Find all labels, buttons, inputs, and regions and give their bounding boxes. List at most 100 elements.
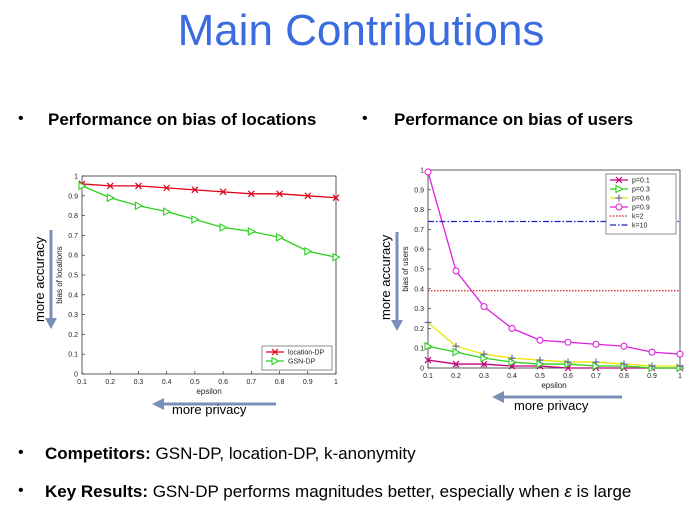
more-privacy-label-right: more privacy bbox=[514, 398, 589, 413]
x-tick-label: 0.1 bbox=[77, 379, 87, 386]
triangle-marker bbox=[163, 207, 172, 217]
x-marker bbox=[247, 190, 255, 198]
more-privacy-label-left: more privacy bbox=[172, 402, 247, 417]
x-marker bbox=[480, 360, 488, 368]
x-tick-label: 0.8 bbox=[619, 373, 629, 380]
plus-marker bbox=[615, 194, 623, 202]
epsilon-symbol: ε bbox=[564, 482, 572, 501]
triangle-marker bbox=[78, 181, 87, 191]
y-tick-label: 0.6 bbox=[414, 247, 424, 254]
slide-title: Main Contributions bbox=[177, 6, 545, 55]
competitors-text: GSN-DP, location-DP, k-anonymity bbox=[150, 444, 416, 463]
legend: p=0.1 p=0.3 p=0.6 p=0.9 k=2 k=10 bbox=[605, 173, 677, 235]
y-tick-label: 0.9 bbox=[414, 187, 424, 194]
key-results-text: GSN-DP performs magnitudes better, espec… bbox=[147, 482, 565, 501]
series-line bbox=[427, 321, 680, 367]
x-marker bbox=[276, 190, 283, 198]
x-marker bbox=[332, 194, 340, 202]
series-line bbox=[81, 183, 337, 199]
plus-marker bbox=[452, 342, 460, 350]
y-tick-label: 0.7 bbox=[68, 233, 78, 240]
x-tick-label: 0.7 bbox=[246, 379, 256, 386]
x-tick-label: 0.5 bbox=[535, 373, 545, 380]
x-marker bbox=[219, 188, 227, 196]
key-results-line: Key Results: GSN-DP performs magnitudes … bbox=[45, 482, 631, 502]
y-tick-label: 0.3 bbox=[414, 306, 424, 313]
x-marker bbox=[271, 348, 279, 356]
legend-label: location-DP bbox=[288, 350, 325, 357]
triangle-marker bbox=[106, 193, 115, 203]
plus-marker bbox=[536, 356, 544, 364]
plus-marker bbox=[564, 358, 572, 366]
series-p=0.9 bbox=[424, 168, 684, 358]
legend-label: GSN-DP bbox=[288, 359, 316, 366]
x-marker bbox=[191, 186, 199, 194]
triangle-marker bbox=[304, 246, 313, 256]
plot-area bbox=[81, 175, 337, 375]
x-tick-label: 0.6 bbox=[218, 379, 228, 386]
x-tick-label: 0.5 bbox=[190, 379, 200, 386]
triangle-marker bbox=[452, 347, 461, 357]
triangle-marker bbox=[219, 223, 228, 232]
y-tick-label: 1 bbox=[420, 168, 424, 175]
x-marker bbox=[615, 176, 623, 184]
x-tick-label: 0.9 bbox=[647, 373, 657, 380]
y-axis-label: bias of users bbox=[401, 246, 410, 291]
y-tick-label: 0.4 bbox=[68, 292, 78, 299]
circle-marker bbox=[615, 203, 623, 211]
legend: location-DP GSN-DP bbox=[261, 345, 333, 371]
circle-marker bbox=[648, 348, 656, 356]
x-marker bbox=[106, 182, 114, 190]
triangle-marker bbox=[271, 356, 280, 366]
accuracy-arrow-left bbox=[45, 230, 57, 329]
x-tick-label: 0.4 bbox=[507, 373, 517, 380]
y-tick-label: 0.8 bbox=[414, 207, 424, 214]
x-tick-label: 0.7 bbox=[591, 373, 601, 380]
circle-marker bbox=[424, 168, 432, 176]
series-line bbox=[427, 171, 681, 355]
legend-label: k=2 bbox=[632, 214, 644, 221]
accuracy-arrow-right bbox=[391, 232, 403, 331]
plus-marker bbox=[676, 362, 684, 370]
x-tick-label: 0.2 bbox=[105, 379, 115, 386]
circle-marker bbox=[536, 336, 544, 344]
x-marker bbox=[424, 356, 432, 364]
x-marker bbox=[452, 360, 460, 368]
bullet-marker: • bbox=[18, 444, 24, 461]
x-tick-label: 0.6 bbox=[563, 373, 573, 380]
x-marker bbox=[163, 184, 171, 192]
x-tick-label: 0.9 bbox=[303, 379, 313, 386]
y-tick-label: 0.8 bbox=[68, 213, 78, 220]
circle-marker bbox=[564, 338, 572, 346]
x-tick-label: 1 bbox=[678, 373, 682, 380]
bullet-marker: • bbox=[18, 110, 24, 127]
y-tick-label: 0.5 bbox=[68, 273, 78, 280]
x-tick-label: 0.8 bbox=[275, 379, 285, 386]
x-tick-label: 0.1 bbox=[423, 373, 433, 380]
bullet-heading-locations: Performance on bias of locations bbox=[48, 110, 317, 129]
series-p=0.6 bbox=[424, 318, 684, 370]
privacy-arrow-right bbox=[492, 391, 622, 403]
privacy-arrow-left bbox=[152, 398, 276, 410]
circle-marker bbox=[452, 267, 460, 275]
y-axis-label: bias of locations bbox=[56, 246, 64, 303]
triangle-marker bbox=[247, 227, 256, 236]
triangle-marker bbox=[191, 215, 200, 224]
plus-marker bbox=[592, 358, 600, 366]
bullet-marker: • bbox=[362, 110, 368, 127]
x-marker bbox=[135, 182, 142, 190]
locations-bias-chart: 00.10.20.30.40.50.60.70.80.910.1 0.2 0.3 0.… bbox=[56, 174, 341, 396]
legend-label: p=0.1 bbox=[632, 178, 650, 185]
legend-label: p=0.3 bbox=[632, 187, 650, 194]
circle-marker bbox=[620, 342, 628, 350]
series-line bbox=[81, 185, 337, 258]
x-axis-label: epsilon bbox=[196, 387, 221, 396]
circle-marker bbox=[480, 303, 488, 311]
series-line bbox=[427, 345, 680, 369]
y-tick-label: 0.7 bbox=[414, 227, 424, 234]
x-tick-label: 0.3 bbox=[479, 373, 489, 380]
legend-label: p=0.9 bbox=[632, 205, 650, 212]
y-tick-label: 0.1 bbox=[68, 352, 78, 359]
x-tick-label: 0.3 bbox=[134, 379, 144, 386]
y-tick-label: 0 bbox=[74, 372, 78, 379]
